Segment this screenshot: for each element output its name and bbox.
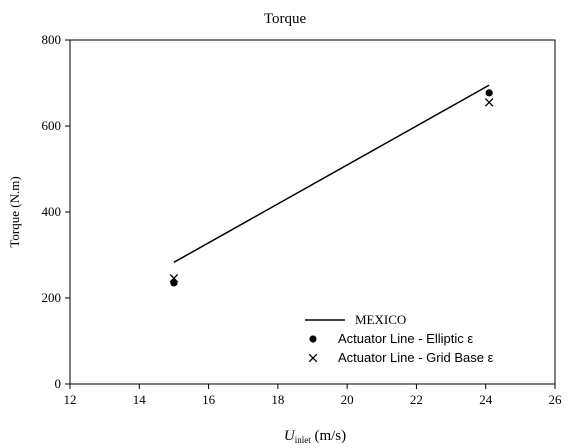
data-point-elliptic — [170, 279, 178, 287]
cross-stroke — [308, 353, 318, 363]
x-axis-label-symbol: U — [284, 428, 296, 444]
chart-title: Torque — [264, 11, 307, 27]
y-tick-label: 800 — [42, 32, 62, 47]
legend-swatch-dot — [309, 335, 317, 343]
plot-area-frame — [69, 39, 556, 385]
x-axis-label-subscript: inlet — [295, 435, 311, 445]
legend-label: Actuator Line - Elliptic ε — [338, 331, 473, 346]
x-tick-label: 14 — [133, 392, 147, 407]
legend: MEXICO Actuator Line - Elliptic ε Actuator… — [305, 312, 494, 365]
cross-stroke — [484, 98, 494, 107]
data-point-grid-base — [484, 98, 494, 107]
y-axis-label: Torque (N.m) — [7, 176, 22, 247]
x-tick-label: 26 — [549, 392, 563, 407]
x-axis-label: Uinlet (m/s) — [284, 428, 346, 445]
cross-stroke — [169, 273, 179, 283]
y-axis: 0 200 400 600 800 — [42, 32, 70, 391]
x-tick-label: 18 — [271, 392, 284, 407]
x-tick-label: 24 — [479, 392, 493, 407]
legend-label: Actuator Line - Grid Base ε — [338, 350, 494, 365]
x-axis: 12 14 16 18 20 22 24 26 — [64, 384, 563, 407]
y-tick-label: 600 — [42, 118, 62, 133]
series-mexico-line — [173, 84, 490, 263]
x-tick-label: 20 — [341, 392, 354, 407]
series-layer — [169, 84, 494, 287]
data-point-grid-base — [169, 273, 179, 283]
x-tick-label: 16 — [202, 392, 216, 407]
x-tick-label: 22 — [410, 392, 423, 407]
y-tick-label: 200 — [42, 290, 62, 305]
x-tick-label: 12 — [64, 392, 77, 407]
legend-label: MEXICO — [355, 312, 406, 327]
data-point-elliptic — [485, 89, 493, 97]
y-tick-label: 0 — [55, 376, 62, 391]
x-axis-label-unit: (m/s) — [311, 428, 346, 444]
legend-swatch-cross — [308, 353, 318, 363]
y-tick-label: 400 — [42, 204, 62, 219]
